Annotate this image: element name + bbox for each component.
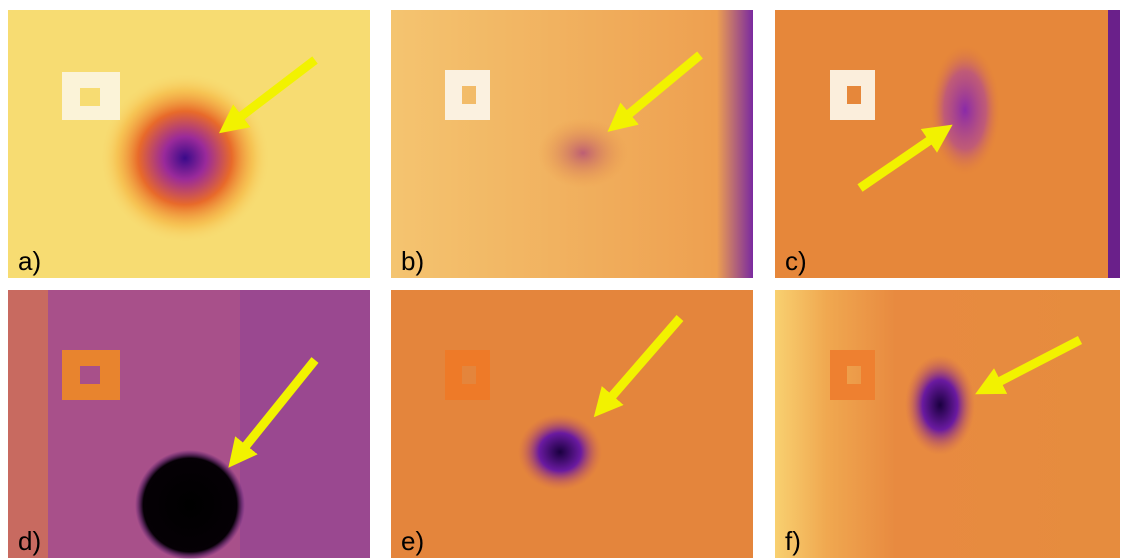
panel-label: c) (785, 246, 807, 276)
panel-label: b) (401, 246, 424, 276)
panel-label: f) (785, 526, 801, 556)
panel-d: d) (8, 290, 370, 559)
panel-e: e) (391, 290, 753, 558)
panel-b: b) (391, 10, 753, 278)
panel-a: a) (8, 10, 370, 278)
panel-f: f) (775, 290, 1120, 558)
panel-c: c) (775, 10, 1120, 278)
panel-label: d) (18, 526, 41, 556)
panel-label: e) (401, 526, 424, 556)
panel-label: a) (18, 246, 41, 276)
